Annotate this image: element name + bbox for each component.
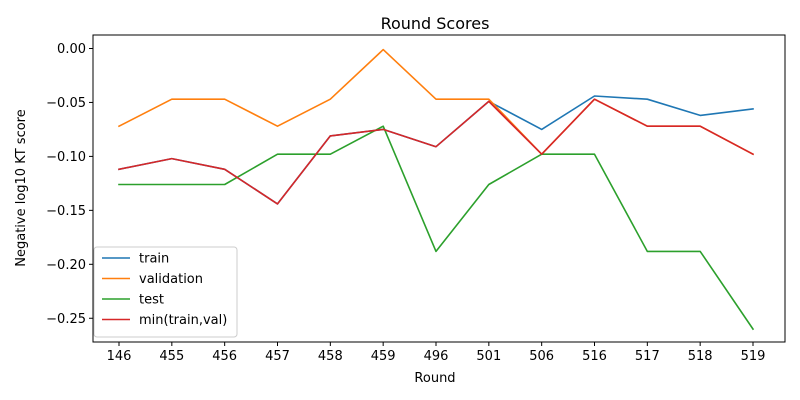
x-tick-label: 146 — [107, 349, 132, 364]
x-tick-label: 496 — [424, 349, 449, 364]
legend-label: min(train,val) — [139, 313, 227, 328]
x-axis-label: Round — [414, 371, 455, 386]
legend-label: test — [139, 293, 164, 308]
y-tick-label: −0.15 — [46, 204, 86, 219]
y-tick-label: −0.05 — [46, 96, 86, 111]
plot-frame — [92, 34, 786, 343]
x-tick-label: 506 — [529, 349, 554, 364]
y-tick-label: −0.20 — [46, 258, 86, 273]
chart-title: Round Scores — [381, 14, 490, 33]
y-tick-label: −0.25 — [46, 312, 86, 327]
series-line-train — [118, 95, 754, 205]
x-axis: 146 455 456 457 458 459 496 501 506 516 517 518 519 — [107, 342, 766, 364]
x-tick-label: 516 — [582, 349, 607, 364]
y-axis-label: Negative log10 KT score — [14, 109, 29, 267]
x-tick-label: 458 — [318, 349, 343, 364]
plot-lines — [117, 48, 755, 331]
series-line-test — [118, 125, 755, 331]
x-tick-label: 457 — [265, 349, 290, 364]
y-tick-label: 0.00 — [57, 42, 86, 57]
x-tick-label: 501 — [476, 349, 501, 364]
legend-label: train — [139, 252, 169, 267]
y-tick-label: −0.10 — [46, 150, 86, 165]
legend-label: validation — [139, 272, 203, 287]
y-axis: 0.00 −0.05 −0.10 −0.15 −0.20 −0.25 — [46, 42, 93, 327]
legend: train validation test min(train,val) — [93, 246, 238, 338]
x-tick-label: 455 — [159, 349, 184, 364]
legend-box — [93, 246, 238, 338]
x-tick-label: 518 — [688, 349, 713, 364]
x-tick-label: 456 — [212, 349, 237, 364]
x-tick-label: 519 — [741, 349, 766, 364]
series-line-min-train-val- — [118, 98, 755, 205]
x-tick-label: 459 — [371, 349, 396, 364]
x-tick-label: 517 — [635, 349, 660, 364]
